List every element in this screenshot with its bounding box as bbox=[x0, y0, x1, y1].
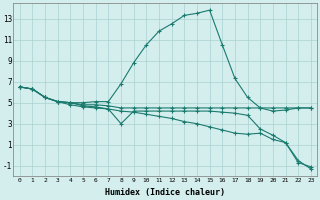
X-axis label: Humidex (Indice chaleur): Humidex (Indice chaleur) bbox=[105, 188, 225, 197]
